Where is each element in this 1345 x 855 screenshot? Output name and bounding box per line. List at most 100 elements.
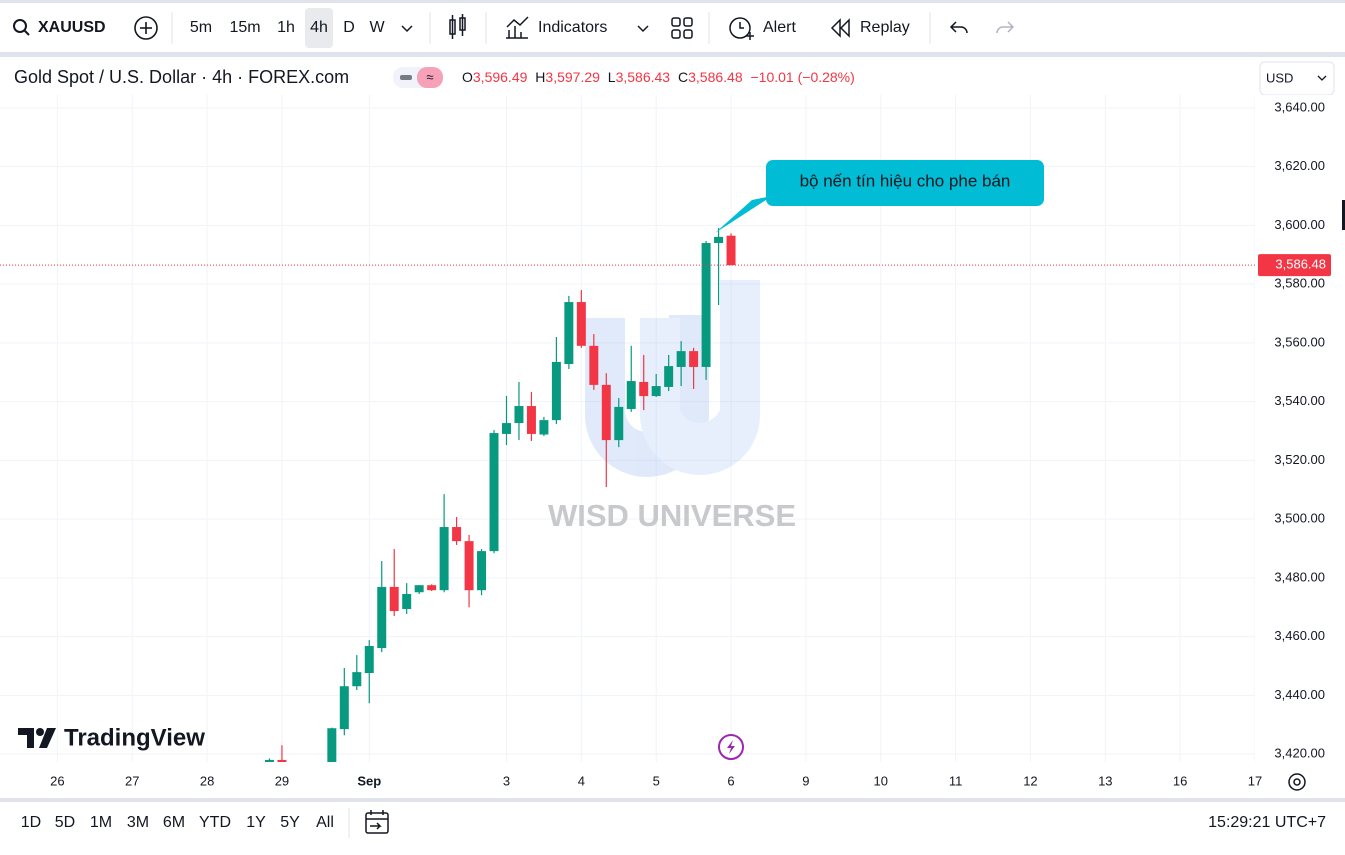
y-tick-label: 3,600.00 [1274, 217, 1325, 232]
last-price-badge [1258, 254, 1331, 277]
redo-button[interactable] [996, 21, 1015, 34]
interval[interactable]: 15m [229, 19, 260, 36]
candle-body [714, 236, 724, 244]
candle-body [514, 406, 524, 424]
candle-body [601, 384, 611, 441]
toggle-active[interactable] [417, 67, 443, 88]
top-edge [0, 0, 1345, 3]
x-tick-label: 6 [727, 773, 734, 788]
legend-key: O [462, 69, 473, 85]
x-tick-label: 28 [200, 773, 214, 788]
candle-body [502, 423, 511, 434]
candle-body [589, 345, 599, 385]
range-button[interactable]: All [316, 814, 334, 831]
callout [766, 160, 1044, 206]
y-tick-label: 3,500.00 [1274, 511, 1325, 526]
candle-body [489, 433, 499, 552]
candle-body [539, 420, 549, 435]
settings-icon[interactable] [1288, 773, 1306, 791]
indicators-dropdown[interactable] [637, 25, 649, 33]
x-tick-label: 13 [1098, 773, 1112, 788]
candle-body [651, 386, 661, 397]
legend-value: 3,596.49 [473, 69, 528, 85]
watermark: WISD UNIVERSE [548, 498, 796, 533]
interval[interactable]: 1h [277, 19, 295, 36]
candle-body [364, 645, 374, 674]
x-tick-label: 10 [874, 773, 888, 788]
edge-handle [1342, 200, 1345, 230]
interval[interactable]: W [369, 19, 385, 36]
undo-button[interactable] [949, 21, 968, 34]
ohlc-legend: O3,596.49 H3,597.29 L3,586.43 C3,586.48 … [462, 69, 855, 85]
replay-button[interactable]: Replay [860, 19, 910, 36]
range-button[interactable]: 6M [163, 814, 185, 831]
range-button[interactable]: 5D [55, 814, 75, 831]
legend-value: 3,586.48 [688, 69, 743, 85]
y-tick-label: 3,460.00 [1274, 628, 1325, 643]
interval[interactable]: 4h [310, 19, 328, 36]
interval-active [305, 8, 333, 48]
currency: USD [1266, 70, 1293, 85]
candle-body [701, 243, 711, 367]
candle-body [551, 361, 561, 421]
range-button[interactable]: 1M [90, 814, 112, 831]
candle-wick [393, 549, 395, 617]
compare-button[interactable] [134, 16, 158, 40]
y-tick-label: 3,620.00 [1274, 158, 1325, 173]
candle-body [439, 527, 449, 591]
last-price-label: 3,586.48 [1275, 257, 1326, 272]
range-button[interactable]: 1Y [246, 814, 266, 831]
candle-body [614, 406, 624, 441]
range-button[interactable]: 1D [21, 814, 41, 831]
legend-value: 3,586.43 [616, 69, 671, 85]
replay-icon[interactable] [830, 18, 850, 38]
toolbar-border [0, 52, 1345, 57]
interval[interactable]: 5m [190, 19, 212, 36]
symbol[interactable]: XAUUSD [38, 19, 106, 36]
range-button[interactable]: 5Y [280, 814, 300, 831]
toggle-icon [400, 75, 412, 80]
y-tick-label: 3,420.00 [1274, 746, 1325, 761]
candle-body [664, 366, 674, 387]
candle-wick [505, 396, 508, 446]
layouts-button[interactable] [671, 17, 693, 39]
range-button[interactable]: YTD [199, 814, 231, 831]
currency-dropdown [1317, 75, 1327, 81]
chart-type-button[interactable] [449, 14, 466, 39]
candle-body [352, 672, 362, 687]
x-tick-label: Sep [357, 773, 381, 788]
indicators-button[interactable]: Indicators [538, 19, 607, 36]
goto-date-button[interactable] [365, 810, 389, 834]
interval[interactable]: D [343, 19, 355, 36]
axes: 3,420.00 3,440.00 3,460.00 3,480.00 3,500.00… [50, 99, 1331, 788]
clock: 15:29:21 UTC+7 [1208, 814, 1326, 831]
legend-key: C [678, 69, 688, 85]
candle-wick [717, 228, 720, 305]
events-icon[interactable] [718, 734, 744, 760]
candle-body [689, 351, 699, 367]
search-icon[interactable] [13, 19, 30, 36]
y-tick-label: 3,580.00 [1274, 276, 1325, 291]
candle-wick [630, 345, 632, 412]
x-tick-label: 17 [1248, 773, 1262, 788]
candle-body [639, 381, 649, 397]
x-tick-label: 11 [949, 773, 963, 788]
legend-value: 3,597.29 [545, 69, 600, 85]
bottom-border [0, 798, 1345, 802]
range-button[interactable]: 3M [127, 814, 149, 831]
x-tick-label: 16 [1173, 773, 1187, 788]
indicators-icon[interactable] [506, 16, 529, 39]
candle-wick [655, 374, 657, 397]
x-tick-label: 29 [275, 773, 289, 788]
x-tick-label: 4 [578, 773, 585, 788]
x-tick-label: 27 [125, 773, 139, 788]
alert-button[interactable]: Alert [763, 19, 796, 36]
annotation: bộ nến tín hiệu cho phe bán [800, 171, 1011, 190]
alert-icon[interactable] [729, 17, 754, 40]
interval-dropdown[interactable] [401, 25, 413, 33]
callout-tail [715, 196, 772, 233]
candle-body [564, 302, 574, 365]
